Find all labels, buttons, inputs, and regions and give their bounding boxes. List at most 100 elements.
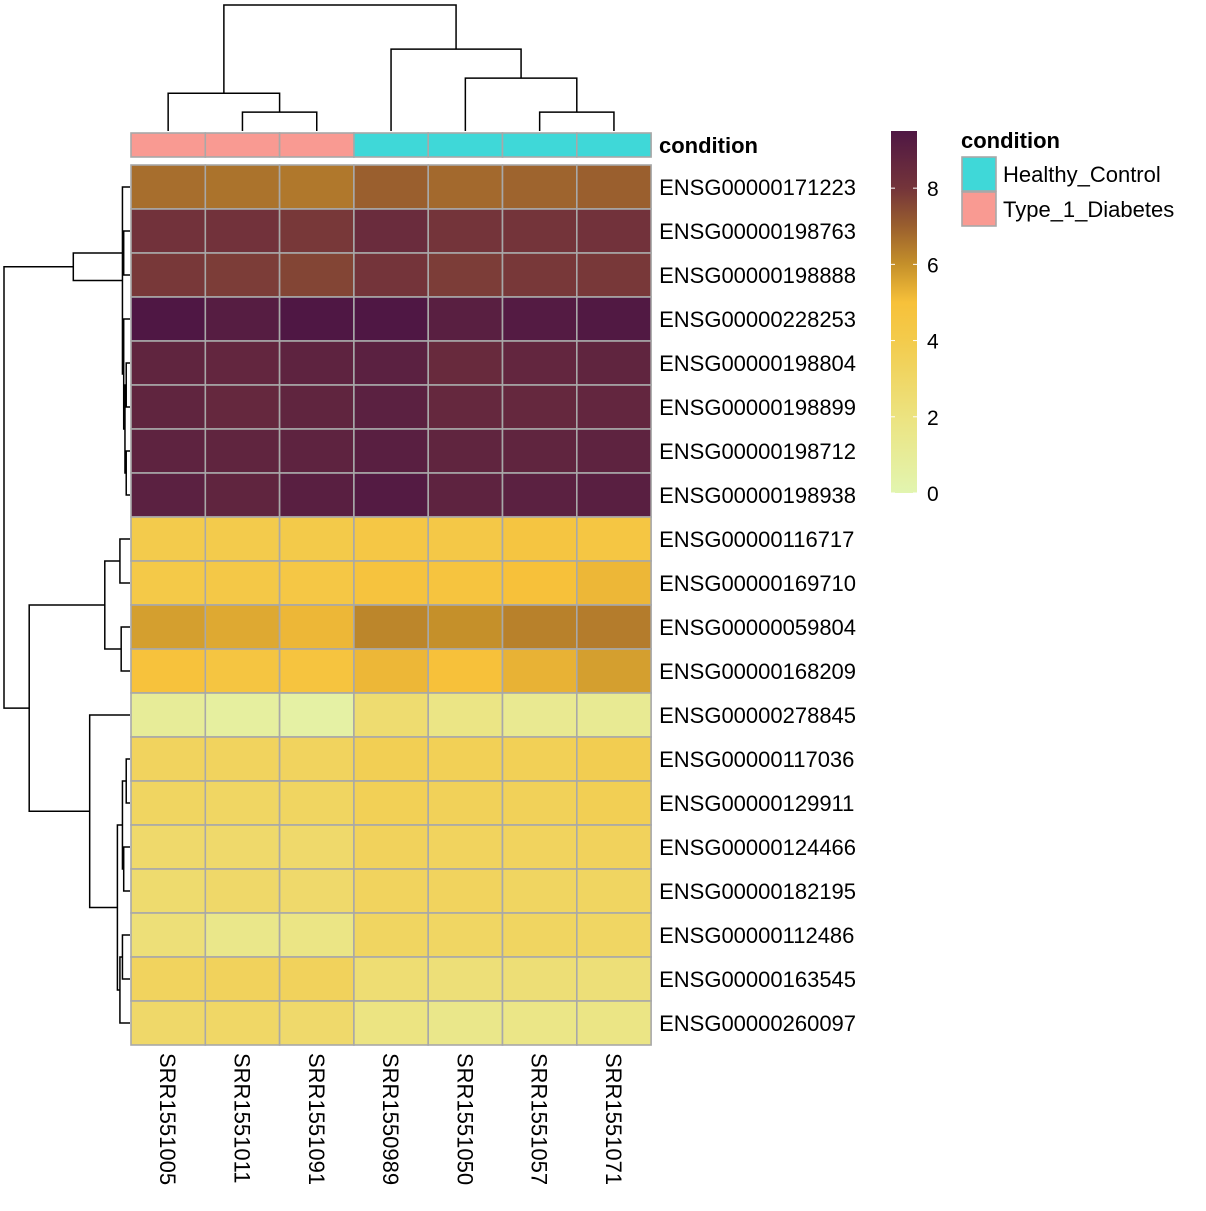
condition-annotation-row xyxy=(130,132,652,158)
dendrogram-link xyxy=(125,758,130,804)
heatmap-cell xyxy=(427,824,504,870)
heatmap-cell xyxy=(575,868,652,914)
heatmap-cell xyxy=(353,1000,429,1046)
heatmap-cell xyxy=(130,340,207,386)
heatmap-cell xyxy=(501,208,578,254)
sample-label: SRR1551005 xyxy=(155,1053,180,1185)
dendrogram-link xyxy=(241,111,318,131)
heatmap-cell xyxy=(501,472,578,518)
heatmap-cell xyxy=(353,340,429,386)
heatmap-cell xyxy=(427,1000,504,1046)
dendrogram-link xyxy=(3,266,74,709)
heatmap-cell xyxy=(575,780,652,826)
gene-label: ENSG00000198899 xyxy=(659,395,856,420)
heatmap-cell xyxy=(501,868,578,914)
dendrogram-link xyxy=(119,538,130,584)
heatmap-cell xyxy=(427,692,504,738)
heatmap-cell xyxy=(278,208,355,254)
heatmap-cell xyxy=(427,164,504,210)
gene-label: ENSG00000171223 xyxy=(659,175,856,200)
colorbar-tick-label: 4 xyxy=(927,331,939,354)
dendrogram-link xyxy=(119,956,130,1024)
heatmap-cell xyxy=(353,296,429,342)
heatmap-cell xyxy=(353,516,429,562)
colorbar-tick-label: 2 xyxy=(927,407,939,430)
heatmap-cell xyxy=(278,560,355,606)
heatmap-cell xyxy=(353,956,429,1002)
heatmap-cell xyxy=(353,692,429,738)
heatmap-cell xyxy=(575,1000,652,1046)
heatmap-cell xyxy=(427,252,504,298)
gene-label: ENSG00000117036 xyxy=(659,747,854,772)
heatmap-cell xyxy=(501,164,578,210)
heatmap-cell xyxy=(130,692,207,738)
heatmap-cell xyxy=(278,384,355,430)
heatmap-cell xyxy=(427,472,504,518)
dendrogram-link xyxy=(28,604,105,812)
sample-labels: SRR1551005 SRR1551011 SRR1551091 SRR1550989… xyxy=(155,1053,626,1185)
heatmap-cell xyxy=(501,1000,578,1046)
heatmap-cell xyxy=(130,1000,207,1046)
heatmap-cell xyxy=(278,428,355,474)
column-dendrogram xyxy=(167,4,615,131)
dendrogram-link xyxy=(104,560,122,650)
gene-label: ENSG00000124466 xyxy=(659,835,856,860)
sample-label: SRR1550989 xyxy=(378,1053,403,1185)
heatmap-cell xyxy=(130,868,207,914)
heatmap-cell xyxy=(278,912,355,958)
dendrogram-link xyxy=(464,77,578,131)
dendrogram-link xyxy=(120,626,130,672)
dendrogram-link xyxy=(390,48,522,131)
condition-annotation-cell xyxy=(130,132,207,158)
gene-label: ENSG00000228253 xyxy=(659,307,856,332)
heatmap-cell xyxy=(204,604,281,650)
gene-label: ENSG00000112486 xyxy=(659,923,854,948)
heatmap-cell xyxy=(130,956,207,1002)
heatmap-cell xyxy=(353,384,429,430)
heatmap-cell xyxy=(575,296,652,342)
heatmap-cell xyxy=(278,472,355,518)
heatmap-cell xyxy=(278,516,355,562)
heatmap-cell xyxy=(501,296,578,342)
gene-label: ENSG00000168209 xyxy=(659,659,856,684)
heatmap-cell xyxy=(427,516,504,562)
row-dendrogram xyxy=(3,186,130,1024)
heatmap-cell xyxy=(575,912,652,958)
legend-title: condition xyxy=(961,128,1060,153)
heatmap-cell xyxy=(427,736,504,782)
heatmap-cell xyxy=(204,428,281,474)
heatmap-cell xyxy=(130,648,207,694)
heatmap-cell xyxy=(575,340,652,386)
heatmap-cell xyxy=(204,956,281,1002)
heatmap-cell xyxy=(353,472,429,518)
heatmap-cell xyxy=(353,208,429,254)
heatmap-cell xyxy=(501,384,578,430)
colorbar-tick-label: 0 xyxy=(927,483,939,506)
heatmap-cell xyxy=(130,472,207,518)
dendrogram-link xyxy=(122,846,130,892)
annotation-row-title: condition xyxy=(659,133,758,158)
dendrogram-link xyxy=(72,252,124,282)
gene-label: ENSG00000260097 xyxy=(659,1011,856,1036)
heatmap-cell xyxy=(353,252,429,298)
heatmap-cell xyxy=(427,868,504,914)
heatmap-cell xyxy=(501,340,578,386)
dendrogram-link xyxy=(122,230,130,276)
heatmap-cell xyxy=(278,736,355,782)
heatmap-cell xyxy=(130,428,207,474)
heatmap-cell xyxy=(204,648,281,694)
heatmap-cell xyxy=(575,560,652,606)
heatmap-cell xyxy=(501,428,578,474)
heatmap-cell xyxy=(501,824,578,870)
heatmap-cell xyxy=(130,604,207,650)
sample-label: SRR1551057 xyxy=(527,1053,552,1185)
sample-label: SRR1551011 xyxy=(229,1053,254,1183)
heatmap-cell xyxy=(130,516,207,562)
gene-label: ENSG00000198804 xyxy=(659,351,856,376)
heatmap-cell xyxy=(427,560,504,606)
heatmap-cell xyxy=(130,912,207,958)
heatmap-cell xyxy=(130,780,207,826)
condition-annotation-cell xyxy=(278,132,355,158)
heatmap-cell xyxy=(575,208,652,254)
